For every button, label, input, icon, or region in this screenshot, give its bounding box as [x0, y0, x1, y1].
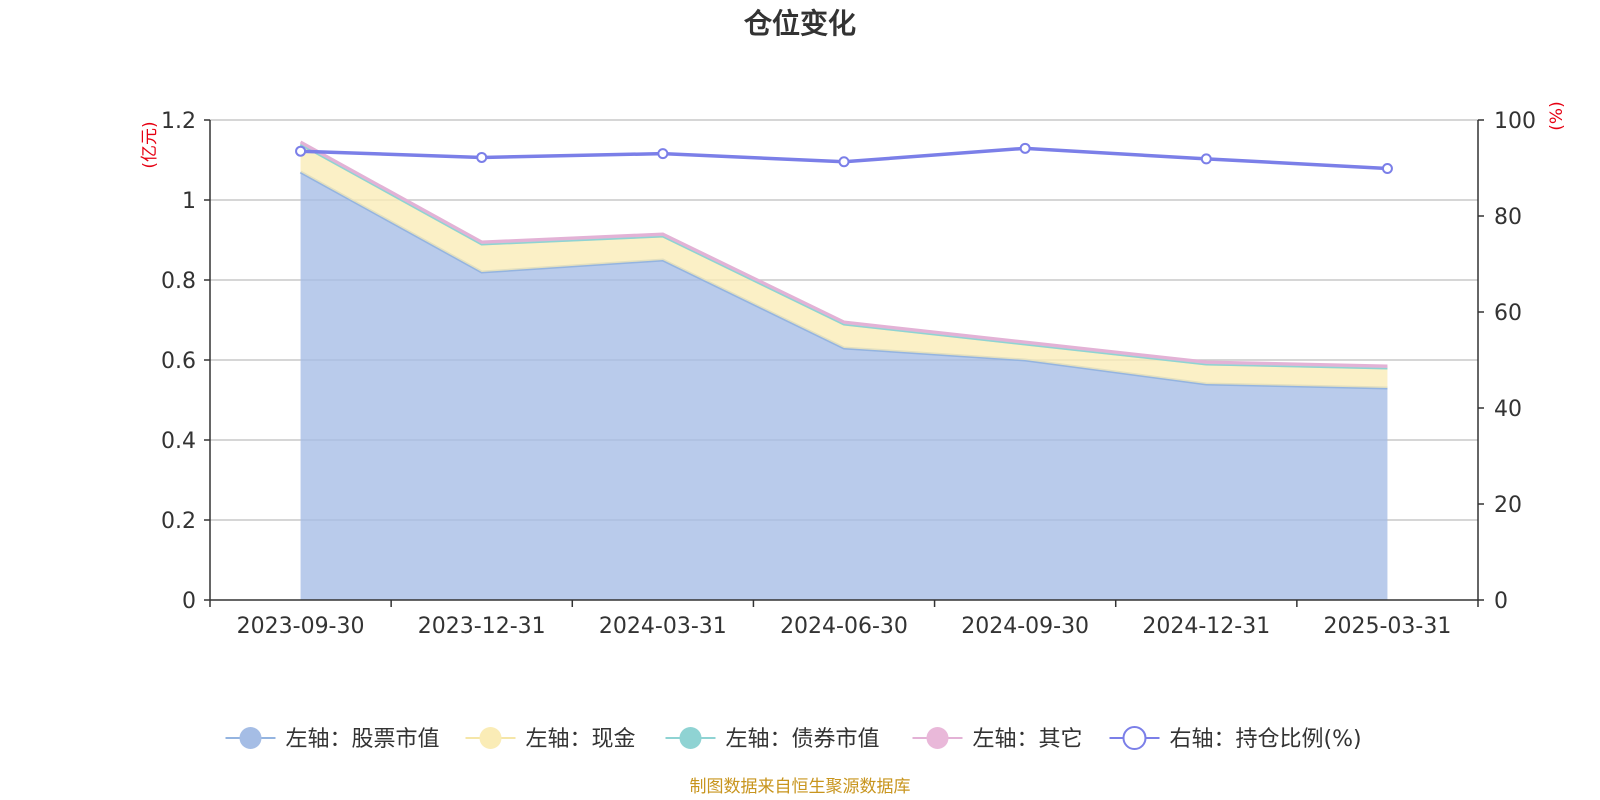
left-axis-tick-label: 1.2: [161, 109, 196, 134]
ratio-point: [838, 156, 850, 168]
legend-label: 左轴：现金: [526, 727, 636, 752]
right-axis-tick-label: 40: [1494, 397, 1522, 422]
legend-marker: [679, 727, 702, 749]
ratio-point: [476, 151, 488, 163]
right-axis-tick-label: 80: [1494, 205, 1522, 230]
ratio-point: [657, 148, 669, 160]
legend: 左轴：股票市值 左轴：现金 左轴：债券市值 左轴：其它 右轴：持仓比例(%): [225, 726, 1362, 752]
left-axis-tick-label: 0.4: [161, 429, 196, 454]
left-axis-tick-label: 0.8: [161, 269, 196, 294]
legend-marker: [1122, 726, 1147, 750]
x-axis-tick-label: 2024-06-30: [780, 614, 908, 639]
legend-label: 右轴：持仓比例(%): [1170, 727, 1362, 752]
legend-marker: [926, 727, 949, 749]
right-axis-tick-label: 20: [1494, 493, 1522, 518]
left-axis-tick-label: 0.6: [161, 349, 196, 374]
x-axis-tick-label: 2023-12-31: [418, 614, 546, 639]
legend-item: 左轴：其它: [912, 727, 1083, 752]
left-axis-tick-label: 1: [182, 189, 196, 214]
legend-item: 右轴：持仓比例(%): [1109, 726, 1362, 752]
x-axis-tick-label: 2023-09-30: [237, 614, 365, 639]
left-axis-tick-label: 0.2: [161, 509, 196, 534]
right-axis-unit-label: (%): [1547, 101, 1567, 130]
data-source-note: 制图数据来自恒生聚源数据库: [690, 777, 911, 797]
chart-title: 仓位变化: [744, 7, 856, 40]
legend-label: 左轴：股票市值: [286, 727, 440, 752]
x-axis-tick-label: 2025-03-31: [1323, 614, 1451, 639]
left-axis-tick-label: 0: [182, 589, 196, 614]
legend-label: 左轴：债券市值: [726, 727, 880, 752]
ratio-point: [1200, 153, 1212, 165]
area-左轴：股票市值: [300, 172, 1388, 600]
legend-label: 左轴：其它: [973, 727, 1083, 752]
right-axis-tick-label: 100: [1494, 109, 1536, 134]
legend-marker: [479, 727, 502, 749]
stacked-areas: [299, 140, 1388, 600]
ratio-point: [1019, 142, 1031, 154]
area-左轴：现金: [300, 144, 1388, 388]
area-edge-左轴：其它: [299, 140, 1388, 368]
x-axis-tick-label: 2024-09-30: [961, 614, 1089, 639]
x-axis-tick-label: 2024-03-31: [599, 614, 727, 639]
ratio-point: [1381, 162, 1393, 174]
ratio-line: [295, 142, 1393, 174]
legend-marker: [239, 727, 262, 749]
legend-item: 左轴：股票市值: [225, 727, 440, 752]
legend-item: 左轴：现金: [465, 727, 636, 752]
ratio-point: [295, 145, 307, 157]
x-axis-tick-label: 2024-12-31: [1142, 614, 1270, 639]
left-axis-unit-label: (亿元): [140, 121, 160, 168]
legend-item: 左轴：债券市值: [665, 727, 880, 752]
right-axis-tick-label: 60: [1494, 301, 1522, 326]
axes: 0 0.2 0.4 0.6 0.8 1 1.2 0 20 40 60 80 100 2023-09-30 2…: [161, 109, 1536, 639]
right-axis-tick-label: 0: [1494, 589, 1508, 614]
